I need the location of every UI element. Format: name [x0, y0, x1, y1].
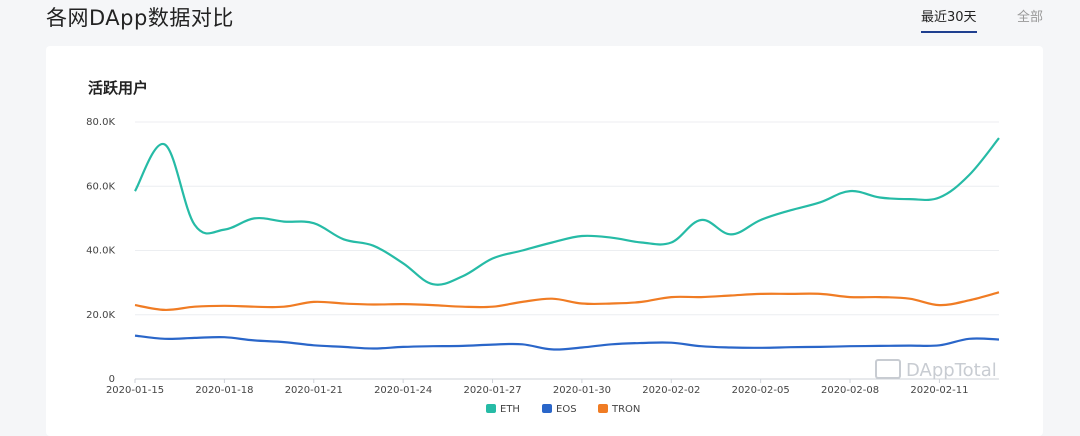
page-title: 各网DApp数据对比: [46, 6, 234, 30]
legend-swatch-tron: [598, 404, 608, 413]
line-chart: 0 20.0K 40.0K 60.0K 80.0K 2020-01-15 2020-01-1…: [86, 117, 1000, 415]
y-tick-label: 0: [109, 374, 115, 385]
legend-label-eth: ETH: [500, 404, 520, 415]
x-tick-label: 2020-01-18: [195, 385, 253, 396]
legend-swatch-eth: [486, 404, 496, 413]
watermark-logo-icon: [875, 359, 901, 379]
x-tick-label: 2020-01-15: [106, 385, 164, 396]
chart-title: 活跃用户: [88, 79, 149, 97]
y-tick-label: 40.0K: [86, 246, 115, 257]
watermark-text: DAppTotal: [906, 360, 997, 381]
y-tick-label: 20.0K: [86, 310, 115, 321]
legend-label-tron: TRON: [611, 404, 640, 415]
tab-all[interactable]: 全部: [1017, 10, 1044, 25]
chart-card: 活跃用户 0 20.0K 40.0K 60.0K 80.0K 2020-01-15 2020…: [46, 46, 1043, 436]
legend-label-eos: EOS: [556, 404, 577, 415]
y-tick-label: 80.0K: [86, 117, 115, 128]
series-line-tron: [134, 291, 1000, 312]
legend-swatch-eos: [542, 404, 552, 413]
series-line-eth: [134, 137, 1000, 286]
x-tick-label: 2020-02-08: [821, 385, 879, 396]
x-tick-label: 2020-02-05: [732, 385, 790, 396]
x-tick-label: 2020-01-27: [463, 385, 521, 396]
x-tick-label: 2020-02-11: [910, 385, 968, 396]
series-line-eos: [134, 334, 1000, 351]
x-tick-label: 2020-02-02: [642, 385, 700, 396]
x-tick-label: 2020-01-24: [374, 385, 432, 396]
y-tick-label: 60.0K: [86, 181, 115, 192]
x-tick-label: 2020-01-30: [553, 385, 611, 396]
tab-last-30-days[interactable]: 最近30天: [921, 6, 977, 33]
x-tick-label: 2020-01-21: [285, 385, 343, 396]
